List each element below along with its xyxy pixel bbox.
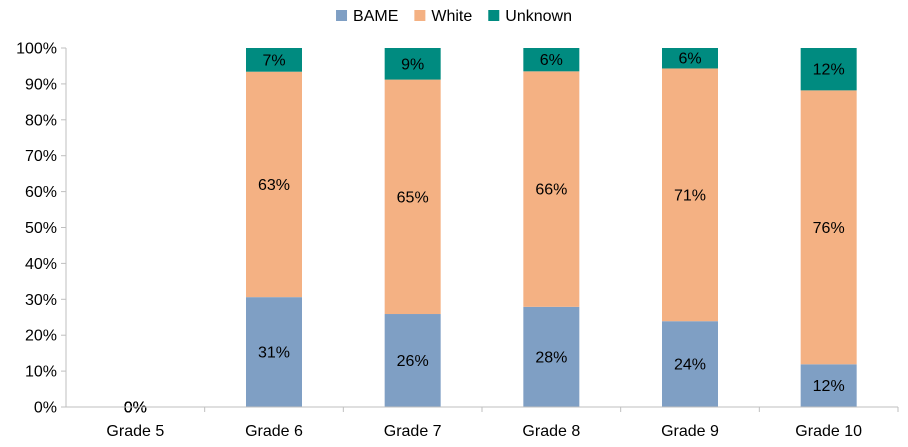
y-tick-label: 70% [25, 148, 57, 165]
data-label-bame: 31% [258, 345, 290, 362]
y-tick-label: 80% [25, 112, 57, 129]
data-label-unknown: 6% [678, 51, 701, 68]
data-label-white: 63% [258, 177, 290, 194]
bar-unknown [800, 48, 857, 91]
y-tick-label: 90% [25, 76, 57, 93]
y-tick-label: 50% [25, 220, 57, 237]
data-label-bame: 0% [124, 400, 147, 417]
x-tick-label: Grade 9 [661, 423, 719, 440]
bar-unknown [662, 48, 718, 69]
legend-swatch-bame [336, 10, 348, 21]
bar-bame [384, 314, 441, 407]
legend-swatch-white [414, 10, 426, 21]
y-axis: 0% 10% 20% 30% 40% 50% 60% 70% 80% 90% 100% [16, 41, 67, 417]
data-label-white: 71% [674, 187, 706, 204]
data-label-unknown: 7% [262, 52, 285, 69]
bars [246, 48, 857, 407]
y-tick-label: 100% [16, 41, 57, 58]
data-label-unknown: 9% [401, 56, 424, 73]
data-label-white: 65% [397, 189, 429, 206]
y-tick-label: 0% [34, 400, 57, 417]
bar-white [662, 68, 718, 322]
bar-unknown [246, 48, 302, 72]
data-label-unknown: 6% [540, 52, 563, 69]
data-label-unknown: 0% [124, 400, 147, 417]
bar-white [384, 79, 441, 315]
bar-bame [662, 321, 718, 407]
y-tick-label: 60% [25, 184, 57, 201]
y-tick-label: 20% [25, 328, 57, 345]
x-tick-label: Grade 10 [795, 423, 862, 440]
data-label-bame: 24% [674, 357, 706, 374]
bar-bame [523, 306, 580, 407]
data-label-white: 0% [124, 400, 147, 417]
bar-white [800, 90, 857, 365]
legend-label: Unknown [505, 8, 572, 25]
bar-unknown [523, 48, 580, 72]
y-tick-label: 10% [25, 364, 57, 381]
data-label-white: 66% [535, 182, 567, 199]
y-tick-label: 40% [25, 256, 57, 273]
legend-swatch-unknown [488, 10, 500, 21]
bar-white [246, 71, 302, 298]
bar-bame [246, 297, 302, 407]
x-axis: Grade 5 Grade 6 Grade 7 Grade 8 Grade 9 Grade… [66, 406, 899, 440]
data-label-bame: 26% [397, 353, 429, 370]
legend: BAME White Unknown [336, 8, 572, 25]
bar-unknown [384, 48, 441, 80]
data-label-white: 76% [813, 220, 845, 237]
legend-label: BAME [353, 8, 398, 25]
legend-label: White [431, 8, 472, 25]
x-tick-label: Grade 8 [522, 423, 580, 440]
y-tick-label: 30% [25, 292, 57, 309]
bar-white [523, 71, 580, 307]
data-labels: 0%0%0%31%63%7%26%65%9%28%66%6%24%71%6%12… [124, 51, 845, 417]
data-label-unknown: 12% [813, 62, 845, 79]
bar-bame [800, 364, 857, 407]
data-label-bame: 28% [535, 349, 567, 366]
x-tick-label: Grade 6 [245, 423, 303, 440]
data-label-bame: 12% [813, 378, 845, 395]
x-tick-label: Grade 7 [384, 423, 442, 440]
x-tick-label: Grade 5 [106, 423, 164, 440]
